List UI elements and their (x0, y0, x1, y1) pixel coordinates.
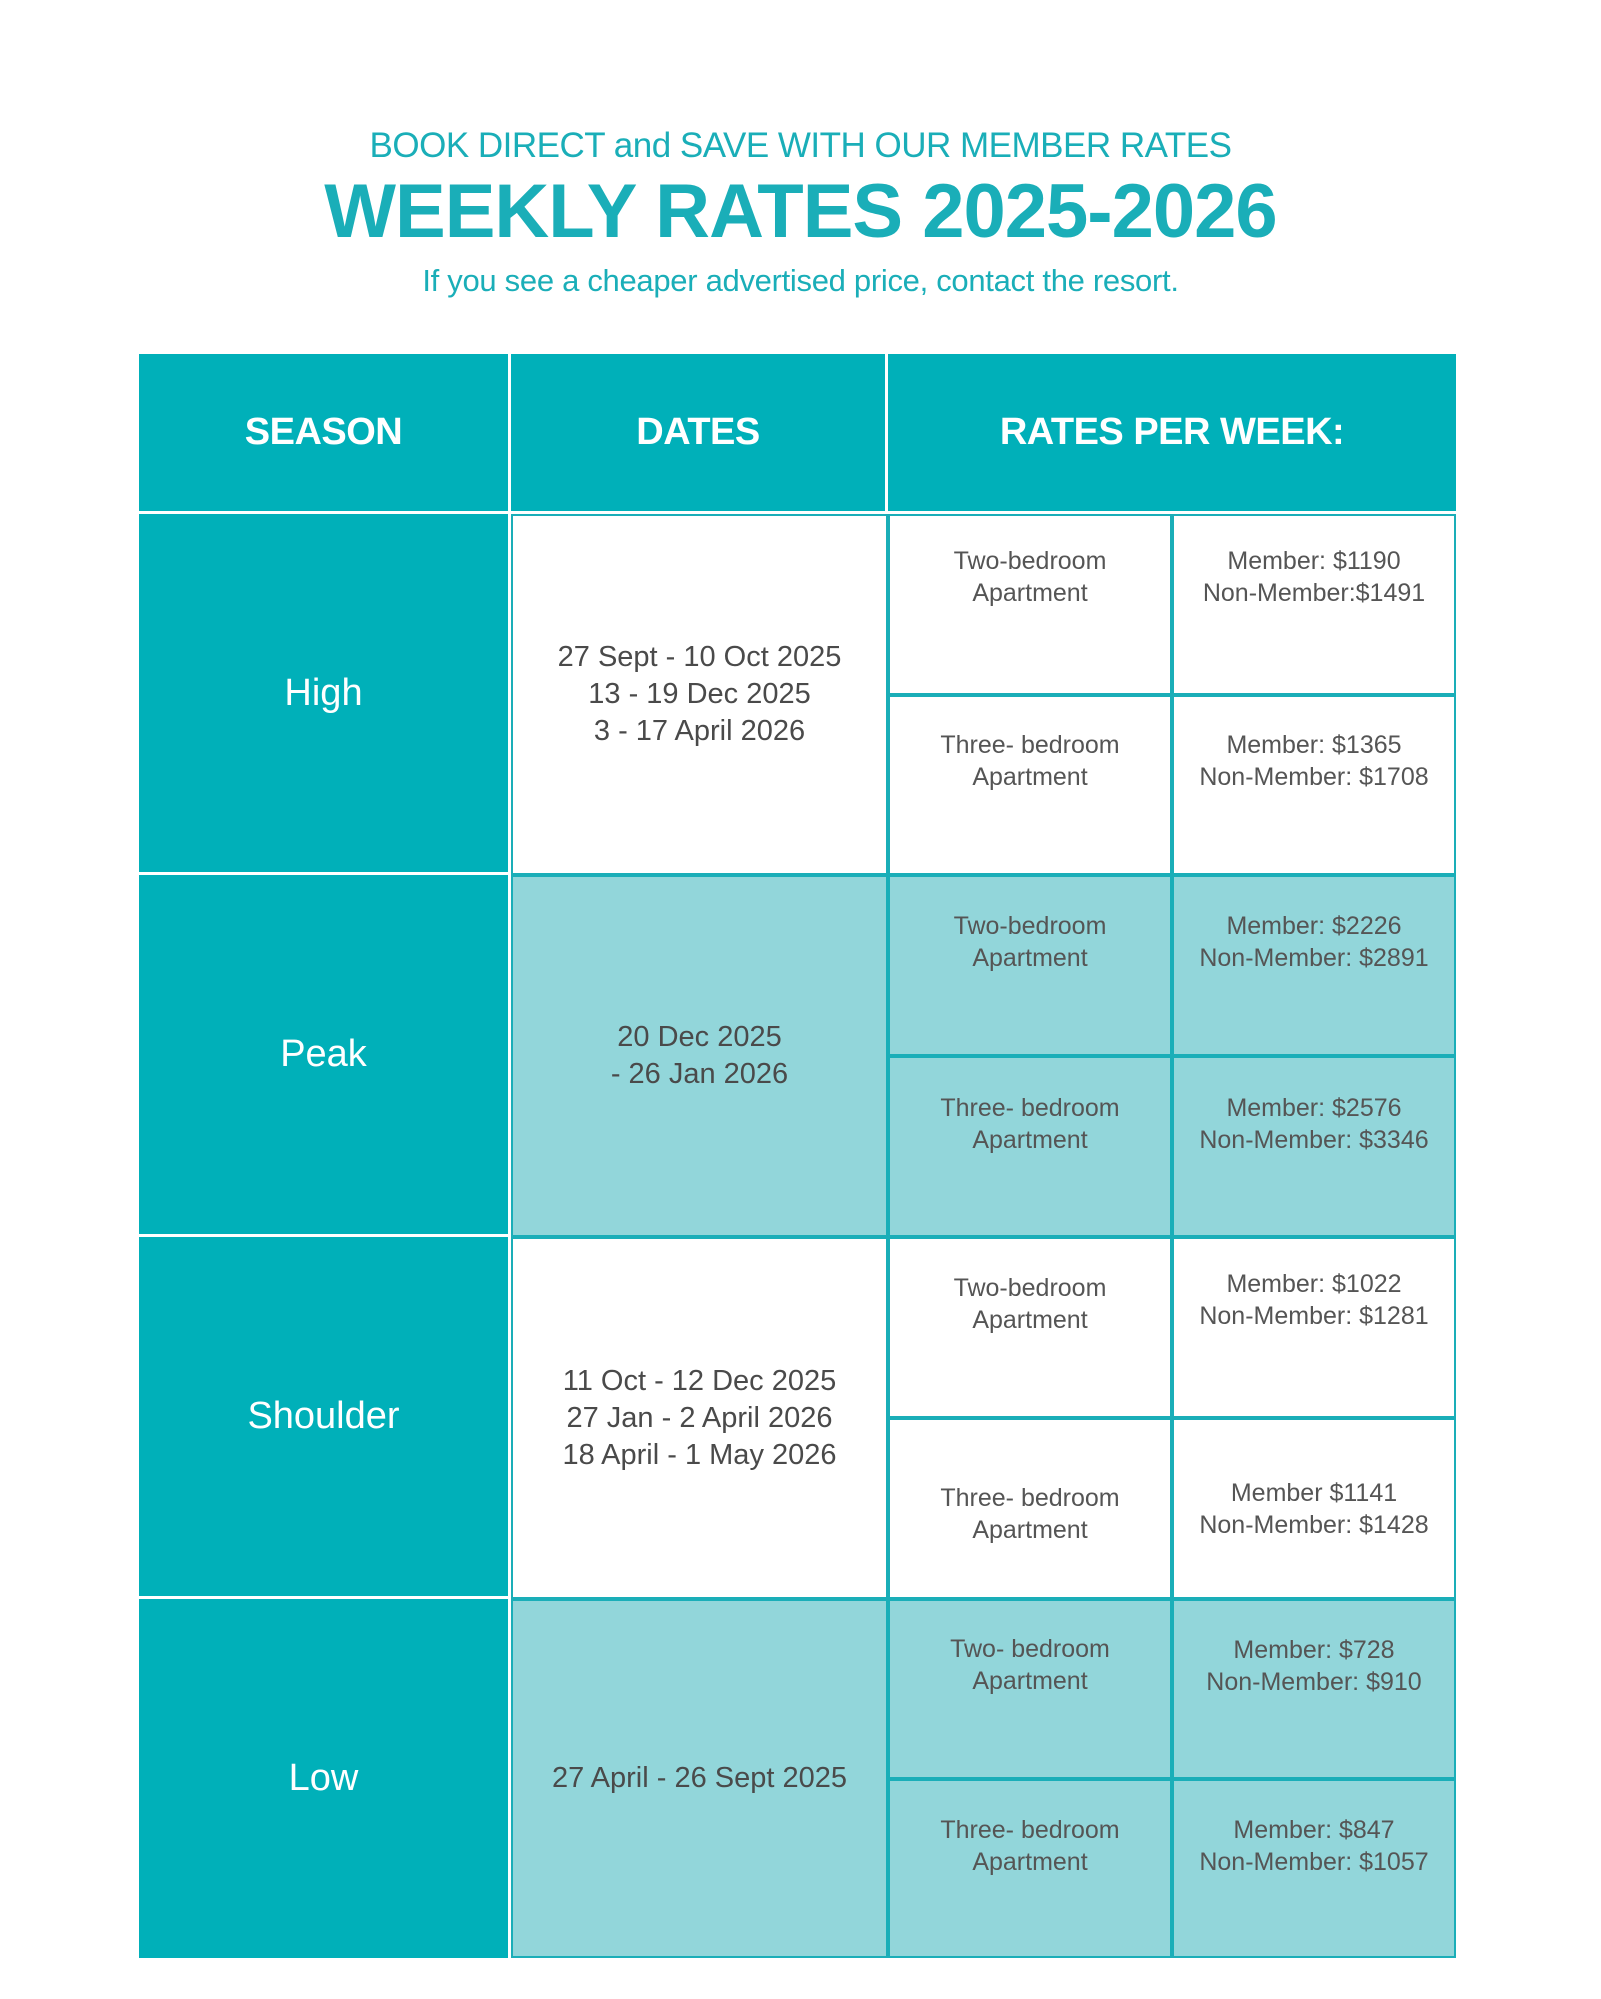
rates-high-two-bedroom: Member: $1190 Non-Member:$1491 (1172, 514, 1456, 695)
rates-low-three-bedroom: Member: $847 Non-Member: $1057 (1172, 1779, 1456, 1958)
unit-low-three-bedroom: Three- bedroom Apartment (888, 1779, 1172, 1958)
unit-high-three-bedroom: Three- bedroom Apartment (888, 695, 1172, 875)
unit-high-two-bedroom: Two-bedroom Apartment (888, 514, 1172, 695)
column-header-dates: DATES (511, 354, 888, 514)
column-header-rates: RATES PER WEEK: (888, 354, 1456, 514)
column-header-season: SEASON (139, 354, 511, 514)
rates-low-two-bedroom: Member: $728 Non-Member: $910 (1172, 1599, 1456, 1779)
rates-peak-three-bedroom: Member: $2576 Non-Member: $3346 (1172, 1056, 1456, 1237)
season-shoulder: Shoulder (139, 1237, 511, 1599)
rates-table: SEASON DATES RATES PER WEEK: High 27 Sep… (139, 354, 1456, 1958)
header-subtitle: If you see a cheaper advertised price, c… (422, 263, 1179, 298)
unit-peak-three-bedroom: Three- bedroom Apartment (888, 1056, 1172, 1237)
season-low: Low (139, 1599, 511, 1958)
dates-peak: 20 Dec 2025 - 26 Jan 2026 (511, 875, 888, 1237)
header-tagline: BOOK DIRECT and SAVE WITH OUR MEMBER RAT… (369, 126, 1232, 165)
dates-high: 27 Sept - 10 Oct 2025 13 - 19 Dec 2025 3… (511, 514, 888, 875)
rates-high-three-bedroom: Member: $1365 Non-Member: $1708 (1172, 695, 1456, 875)
season-high: High (139, 514, 511, 875)
rates-shoulder-two-bedroom: Member: $1022 Non-Member: $1281 (1172, 1237, 1456, 1418)
dates-low: 27 April - 26 Sept 2025 (511, 1599, 888, 1958)
rates-shoulder-three-bedroom: Member $1141 Non-Member: $1428 (1172, 1418, 1456, 1599)
unit-peak-two-bedroom: Two-bedroom Apartment (888, 875, 1172, 1056)
rates-peak-two-bedroom: Member: $2226 Non-Member: $2891 (1172, 875, 1456, 1056)
unit-shoulder-two-bedroom: Two-bedroom Apartment (888, 1237, 1172, 1418)
season-peak: Peak (139, 875, 511, 1237)
unit-shoulder-three-bedroom: Three- bedroom Apartment (888, 1418, 1172, 1599)
page-title: WEEKLY RATES 2025-2026 (324, 169, 1277, 254)
dates-shoulder: 11 Oct - 12 Dec 2025 27 Jan - 2 April 20… (511, 1237, 888, 1599)
unit-low-two-bedroom: Two- bedroom Apartment (888, 1599, 1172, 1779)
